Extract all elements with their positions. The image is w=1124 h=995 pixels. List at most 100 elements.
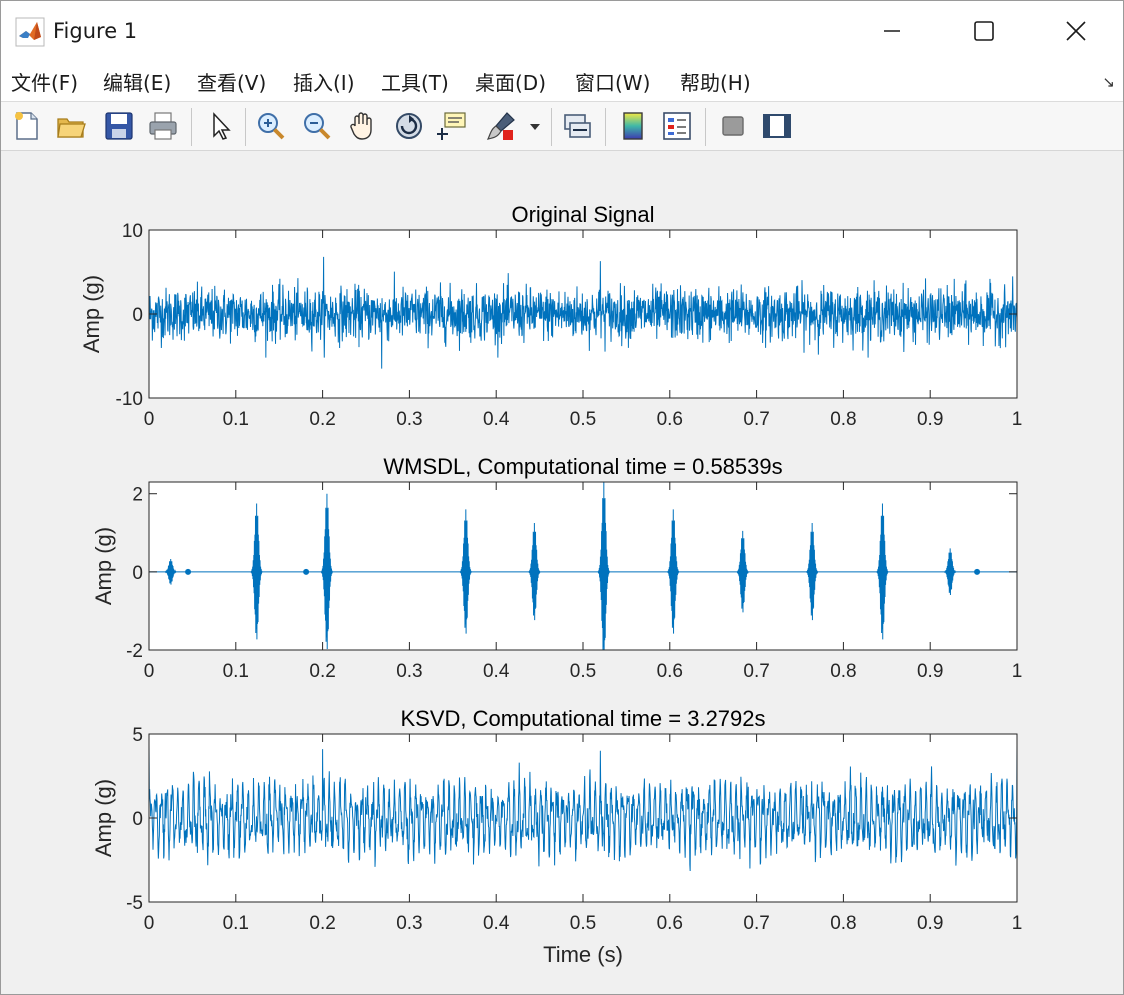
x-tick-label: 0.5 — [570, 409, 596, 430]
menu-view[interactable]: 查看(V) — [197, 71, 267, 95]
x-tick-label: 0.8 — [830, 913, 856, 934]
save-icon[interactable] — [103, 110, 135, 142]
x-tick-label: 0.6 — [657, 913, 683, 934]
maximize-icon — [974, 21, 994, 41]
y-axis-label: Amp (g) — [91, 527, 116, 605]
toolbar-separator — [191, 108, 192, 146]
y-tick-label: 0 — [132, 809, 143, 830]
x-tick-label: 0.2 — [309, 661, 335, 682]
x-tick-label: 0 — [144, 661, 155, 682]
menu-window[interactable]: 窗口(W) — [575, 71, 651, 95]
x-tick-label: 0.1 — [223, 913, 249, 934]
open-file-icon[interactable] — [55, 110, 87, 142]
y-tick-label: -10 — [116, 389, 143, 410]
x-tick-label: 0.1 — [223, 661, 249, 682]
x-tick-label: 0.3 — [396, 913, 422, 934]
dock-arrow-icon[interactable]: ↘ — [1102, 73, 1115, 91]
x-tick-label: 0.9 — [917, 409, 943, 430]
pan-hand-icon[interactable] — [347, 110, 379, 142]
signal-dot — [303, 568, 310, 575]
subplot-1: 0 0.1 0.2 0.3 0.4 0.5 0.6 0.7 0.8 0.9 1-10010Origi… — [79, 202, 1022, 430]
y-tick-label: 2 — [132, 485, 143, 506]
x-tick-label: 0.2 — [309, 913, 335, 934]
menu-tools[interactable]: 工具(T) — [381, 71, 449, 95]
brush-icon[interactable] — [485, 110, 517, 142]
signal-line — [149, 256, 1017, 369]
subplot-title: WMSDL, Computational time = 0.58539s — [383, 454, 782, 479]
menu-insert[interactable]: 插入(I) — [293, 71, 355, 95]
figure-canvas: 0 0.1 0.2 0.3 0.4 0.5 0.6 0.7 0.8 0.9 1-10010Origi… — [79, 202, 1022, 967]
signal-dot — [185, 568, 192, 575]
x-tick-label: 0.8 — [830, 661, 856, 682]
toolbar-separator — [551, 108, 552, 146]
y-tick-label: 5 — [132, 725, 143, 746]
x-tick-label: 0.4 — [483, 409, 510, 430]
rotate-3d-icon[interactable] — [393, 110, 425, 142]
x-tick-label: 1 — [1012, 913, 1023, 934]
x-tick-label: 0.7 — [743, 409, 769, 430]
plot-area — [149, 482, 1017, 650]
show-plot-tools-icon[interactable] — [761, 110, 793, 142]
y-tick-label: 0 — [132, 563, 143, 584]
y-axis-label: Amp (g) — [91, 779, 116, 857]
subplot-title: Original Signal — [511, 202, 654, 227]
menu-edit[interactable]: 编辑(E) — [103, 71, 172, 95]
signal-dot — [974, 568, 981, 575]
close-icon — [1066, 21, 1086, 41]
y-tick-label: -5 — [126, 893, 143, 914]
x-tick-label: 0 — [144, 913, 155, 934]
print-icon[interactable] — [147, 110, 179, 142]
new-figure-icon[interactable] — [11, 110, 43, 142]
minimize-button[interactable] — [845, 1, 939, 61]
x-tick-label: 0.6 — [657, 661, 683, 682]
x-tick-label: 0.1 — [223, 409, 249, 430]
toolbar-separator — [605, 108, 606, 146]
brush-dropdown-icon[interactable] — [527, 110, 543, 142]
x-tick-label: 0.2 — [309, 409, 335, 430]
y-axis-label: Amp (g) — [79, 275, 104, 353]
title-bar[interactable]: Figure 1 — [1, 1, 1123, 61]
x-tick-label: 0.5 — [570, 913, 596, 934]
x-tick-label: 0.6 — [657, 409, 683, 430]
matlab-logo-icon — [15, 17, 45, 47]
menu-file[interactable]: 文件(F) — [11, 71, 79, 95]
link-plot-icon[interactable] — [561, 110, 593, 142]
toolbar-separator — [705, 108, 706, 146]
y-tick-label: 0 — [132, 305, 143, 326]
y-tick-label: -2 — [126, 641, 143, 662]
x-axis-label: Time (s) — [543, 942, 623, 967]
x-tick-label: 0.9 — [917, 913, 943, 934]
subplot-2: 0 0.1 0.2 0.3 0.4 0.5 0.6 0.7 0.8 0.9 1-202WMSDL, … — [91, 454, 1022, 682]
colorbar-icon[interactable] — [617, 110, 649, 142]
edit-plot-pointer-icon[interactable] — [205, 110, 237, 142]
toolbar-separator — [245, 108, 246, 146]
x-tick-label: 1 — [1012, 661, 1023, 682]
y-tick-label: 10 — [122, 221, 143, 242]
x-tick-label: 0.4 — [483, 913, 510, 934]
close-button[interactable] — [1029, 1, 1123, 61]
hide-plot-tools-icon[interactable] — [717, 110, 749, 142]
signal-line — [149, 744, 1017, 872]
x-tick-label: 0.7 — [743, 661, 769, 682]
data-cursor-icon[interactable] — [437, 110, 469, 142]
x-tick-label: 0.3 — [396, 661, 422, 682]
menu-bar: 文件(F) 编辑(E) 查看(V) 插入(I) 工具(T) 桌面(D) 窗口(W… — [1, 61, 1123, 102]
x-tick-label: 0.8 — [830, 409, 856, 430]
menu-desktop[interactable]: 桌面(D) — [475, 71, 547, 95]
signal-line — [149, 482, 1017, 650]
maximize-button[interactable] — [937, 1, 1031, 61]
x-tick-label: 0 — [144, 409, 155, 430]
x-tick-label: 0.7 — [743, 913, 769, 934]
figure-toolbar — [1, 102, 1123, 151]
subplot-title: KSVD, Computational time = 3.2792s — [400, 706, 765, 731]
legend-icon[interactable] — [661, 110, 693, 142]
x-tick-label: 0.4 — [483, 661, 510, 682]
x-tick-label: 0.5 — [570, 661, 596, 682]
zoom-in-icon[interactable] — [255, 110, 287, 142]
zoom-out-icon[interactable] — [301, 110, 333, 142]
x-tick-label: 0.3 — [396, 409, 422, 430]
menu-help[interactable]: 帮助(H) — [680, 71, 751, 95]
minimize-icon — [884, 30, 900, 32]
